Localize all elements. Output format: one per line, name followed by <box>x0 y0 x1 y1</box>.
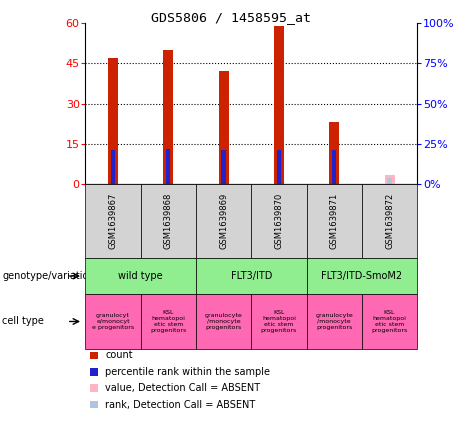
Text: percentile rank within the sample: percentile rank within the sample <box>105 367 270 377</box>
Bar <box>329 122 339 184</box>
Text: rank, Detection Call = ABSENT: rank, Detection Call = ABSENT <box>105 400 255 409</box>
Bar <box>108 58 118 184</box>
Text: FLT3/ITD-SmoM2: FLT3/ITD-SmoM2 <box>321 271 402 281</box>
Bar <box>387 178 392 184</box>
Bar <box>384 175 395 184</box>
Text: value, Detection Call = ABSENT: value, Detection Call = ABSENT <box>105 383 260 393</box>
Text: GSM1639872: GSM1639872 <box>385 193 394 249</box>
Bar <box>163 50 173 184</box>
Bar <box>219 71 229 184</box>
Text: GSM1639868: GSM1639868 <box>164 193 173 249</box>
Text: GSM1639871: GSM1639871 <box>330 193 339 249</box>
Text: granulocyt
e/monocyt
e progenitors: granulocyt e/monocyt e progenitors <box>92 313 134 330</box>
Text: wild type: wild type <box>118 271 163 281</box>
Text: GSM1639867: GSM1639867 <box>108 193 118 249</box>
Bar <box>274 26 284 184</box>
Bar <box>111 150 115 184</box>
Text: GSM1639869: GSM1639869 <box>219 193 228 249</box>
Text: count: count <box>105 350 133 360</box>
Text: KSL
hematopoi
etic stem
progenitors: KSL hematopoi etic stem progenitors <box>261 310 297 332</box>
Text: KSL
hematopoi
etic stem
progenitors: KSL hematopoi etic stem progenitors <box>150 310 186 332</box>
Text: GSM1639870: GSM1639870 <box>274 193 284 249</box>
Bar <box>166 148 171 184</box>
Bar <box>332 150 337 184</box>
Text: genotype/variation: genotype/variation <box>2 271 95 281</box>
Text: KSL
hematopoi
etic stem
progenitors: KSL hematopoi etic stem progenitors <box>372 310 408 332</box>
Text: granulocyte
/monocyte
progenitors: granulocyte /monocyte progenitors <box>315 313 353 330</box>
Bar <box>221 150 226 184</box>
Text: GDS5806 / 1458595_at: GDS5806 / 1458595_at <box>150 11 311 24</box>
Bar <box>277 150 281 184</box>
Text: granulocyte
/monocyte
progenitors: granulocyte /monocyte progenitors <box>205 313 242 330</box>
Text: FLT3/ITD: FLT3/ITD <box>230 271 272 281</box>
Text: cell type: cell type <box>2 316 44 327</box>
